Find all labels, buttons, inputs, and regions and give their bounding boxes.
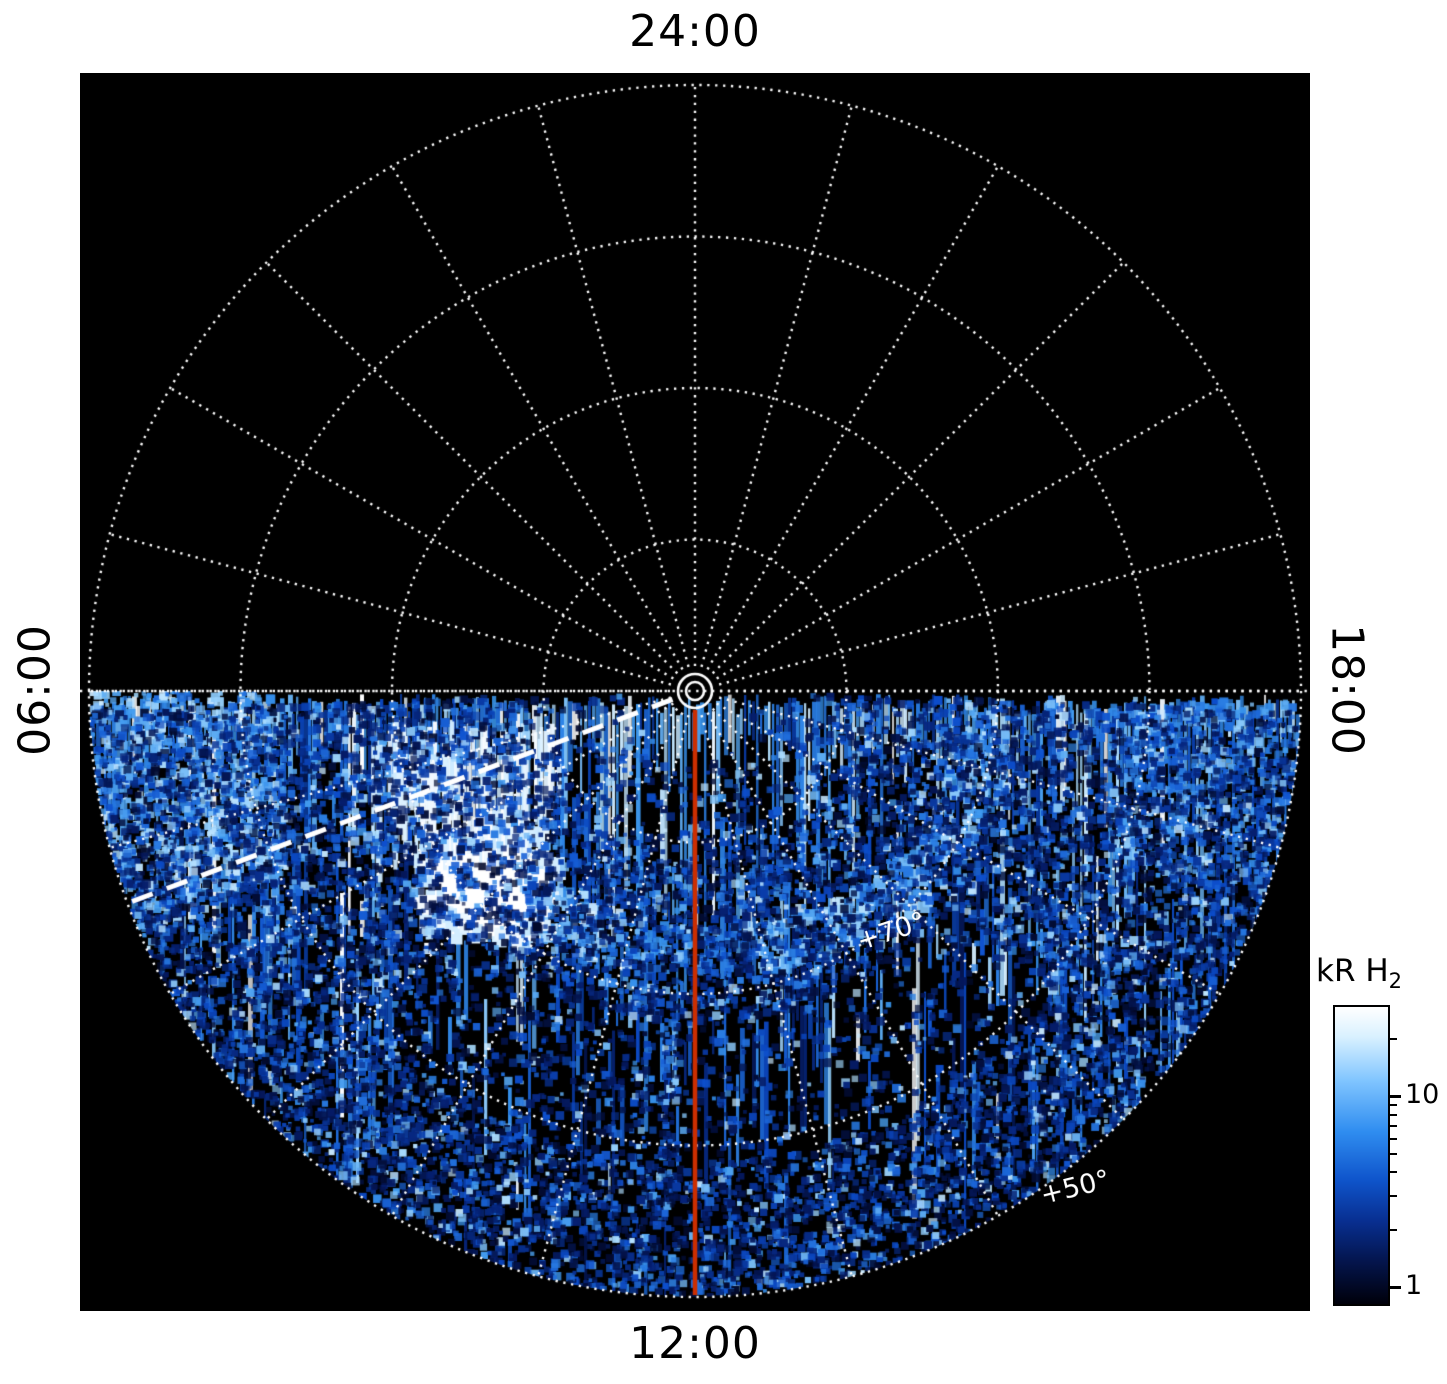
colorbar-minor-tick: [1390, 1103, 1397, 1106]
colorbar-major-tick: [1390, 1286, 1401, 1290]
aurora-heatmap-canvas: [80, 73, 1310, 1311]
local-time-label-0600: 06:00: [9, 624, 61, 756]
colorbar-tick-label: 10: [1405, 1079, 1440, 1111]
colorbar-minor-tick: [1390, 1113, 1397, 1116]
polar-plot-area: [80, 73, 1310, 1311]
colorbar: kR H2 10 1: [1316, 953, 1447, 1323]
colorbar-title-subscript: 2: [1388, 969, 1403, 994]
colorbar-tick-label: 1: [1405, 1270, 1423, 1302]
colorbar-minor-tick: [1390, 1171, 1397, 1174]
colorbar-minor-tick: [1390, 1195, 1397, 1198]
local-time-label-1800: 18:00: [1321, 624, 1373, 756]
colorbar-minor-tick: [1390, 1037, 1397, 1040]
colorbar-minor-tick: [1390, 1152, 1397, 1155]
colorbar-title: kR H2: [1316, 953, 1402, 993]
colorbar-minor-tick: [1390, 1228, 1397, 1231]
colorbar-minor-tick: [1390, 1124, 1397, 1127]
local-time-label-2400: 24:00: [629, 6, 761, 57]
colorbar-gradient: [1333, 1005, 1390, 1306]
colorbar-major-tick: [1390, 1095, 1401, 1099]
colorbar-minor-tick: [1390, 1137, 1397, 1140]
colorbar-bar-wrap: 10 1: [1333, 1005, 1439, 1306]
local-time-label-1200: 12:00: [629, 1318, 761, 1369]
colorbar-title-main: kR H: [1316, 953, 1389, 989]
